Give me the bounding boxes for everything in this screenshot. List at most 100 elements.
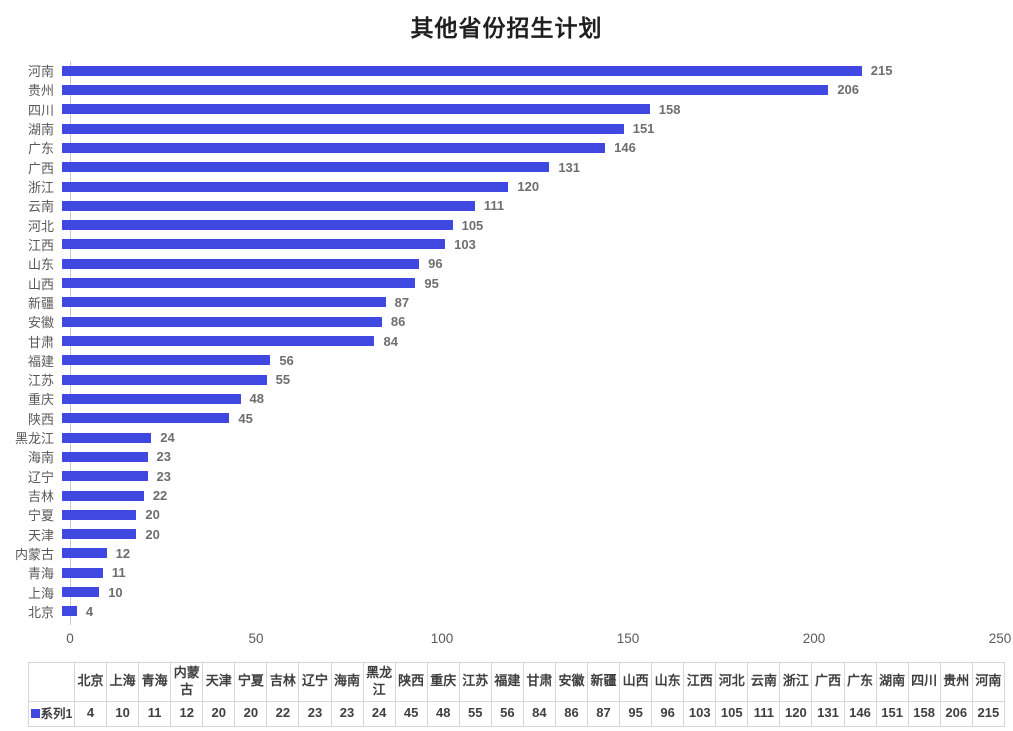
bar-track: 103 (62, 235, 992, 254)
bar[interactable] (62, 278, 416, 289)
series-legend-cell[interactable]: 系列1 (28, 700, 75, 727)
table-value-cell: 10 (106, 700, 140, 727)
bar[interactable] (62, 181, 509, 192)
bar[interactable] (62, 297, 386, 308)
bar-row: 山西 95 (0, 273, 1013, 292)
bar-track: 20 (62, 505, 992, 524)
category-label: 陕西 (27, 411, 54, 427)
bar[interactable] (62, 200, 475, 211)
category-label: 内蒙古 (14, 546, 54, 562)
bar[interactable] (62, 548, 107, 559)
table-value-cell: 151 (875, 700, 909, 727)
series-color-swatch-icon (30, 709, 40, 719)
bar-track: 95 (62, 273, 992, 292)
bar-track: 48 (62, 389, 992, 408)
bar-track: 55 (62, 370, 992, 389)
bar-track: 96 (62, 254, 992, 273)
table-value-cell: 20 (202, 700, 236, 727)
table-value-cell: 96 (651, 700, 685, 727)
bar-track: 24 (62, 428, 992, 447)
bar[interactable] (62, 104, 650, 115)
category-label: 广西 (27, 160, 54, 176)
bar-row: 江苏 55 (0, 370, 1013, 389)
value-label: 23 (156, 468, 172, 484)
table-value-cell: 55 (458, 700, 492, 727)
table-value-cell: 45 (394, 700, 428, 727)
bar[interactable] (62, 471, 148, 482)
value-label: 158 (658, 101, 681, 117)
bar[interactable] (62, 316, 382, 327)
value-label: 96 (428, 256, 443, 272)
bar-track: 4 (62, 602, 992, 621)
table-header-cell: 江西 (683, 662, 717, 702)
value-label: 10 (108, 584, 123, 600)
bar-row: 北京 4 (0, 602, 1013, 621)
bar-row: 福建 56 (0, 351, 1013, 370)
bar[interactable] (62, 220, 453, 231)
table-header-cell: 海南 (330, 662, 364, 702)
bar[interactable] (62, 142, 606, 153)
table-header-cell: 甘肃 (522, 662, 556, 702)
category-label: 天津 (27, 527, 54, 543)
bar[interactable] (62, 258, 420, 269)
value-label: 103 (454, 236, 476, 252)
bar[interactable] (62, 65, 862, 76)
category-label: 山西 (27, 276, 54, 292)
bar-chart: 河南 215 贵州 206 四川 158 湖南 151 广东 146 广西 131 浙江 120 云南 111… (0, 61, 1013, 621)
table-header-cell: 内蒙古 (170, 662, 204, 702)
value-label: 131 (558, 159, 581, 175)
bar[interactable] (62, 587, 100, 598)
table-value-cell: 24 (362, 700, 396, 727)
bar[interactable] (62, 239, 446, 250)
bar[interactable] (62, 374, 267, 385)
bar[interactable] (62, 162, 550, 173)
bar[interactable] (62, 123, 624, 134)
bar-row: 黑龙江 24 (0, 428, 1013, 447)
bar[interactable] (62, 432, 152, 443)
bar[interactable] (62, 84, 829, 95)
bar[interactable] (62, 490, 144, 501)
bar[interactable] (62, 606, 77, 617)
x-axis-tick: 250 (988, 631, 1012, 646)
bar-row: 湖南 151 (0, 119, 1013, 138)
category-label: 浙江 (27, 180, 54, 196)
x-axis-tick: 100 (430, 631, 454, 646)
bar-track: 131 (62, 158, 992, 177)
x-axis-tick: 200 (802, 631, 826, 646)
value-label: 111 (483, 198, 505, 214)
value-label: 45 (238, 410, 253, 426)
category-label: 山东 (27, 257, 54, 273)
bar-row: 重庆 48 (0, 389, 1013, 408)
table-value-cell: 206 (939, 700, 973, 727)
bar[interactable] (62, 393, 241, 404)
table-value-cell: 146 (843, 700, 877, 727)
bar-row: 山东 96 (0, 254, 1013, 273)
table-header-cell: 青海 (138, 662, 172, 702)
bar[interactable] (62, 529, 137, 540)
chart-title: 其他省份招生计划 (410, 15, 603, 41)
bar-track: 120 (62, 177, 992, 196)
value-label: 24 (160, 430, 175, 446)
bar-row: 河南 215 (0, 61, 1013, 80)
bar-row: 甘肃 84 (0, 331, 1013, 350)
bar[interactable] (62, 336, 375, 347)
bar-track: 12 (62, 544, 992, 563)
bar-track: 111 (62, 196, 992, 215)
bar[interactable] (62, 509, 137, 520)
category-label: 江西 (27, 237, 54, 253)
bar-track: 10 (62, 582, 992, 601)
category-label: 河北 (27, 218, 54, 234)
bar-row: 青海 11 (0, 563, 1013, 582)
table-value-cell: 48 (426, 700, 460, 727)
bar-track: 86 (62, 312, 992, 331)
bar[interactable] (62, 451, 148, 462)
bar[interactable] (62, 355, 271, 366)
table-value-cell: 111 (747, 700, 781, 727)
table-value-cell: 11 (138, 700, 172, 727)
table-header-cell: 山东 (651, 662, 685, 702)
category-label: 湖南 (27, 122, 54, 138)
bar-row: 江西 103 (0, 235, 1013, 254)
bar[interactable] (62, 567, 103, 578)
bar[interactable] (62, 413, 230, 424)
